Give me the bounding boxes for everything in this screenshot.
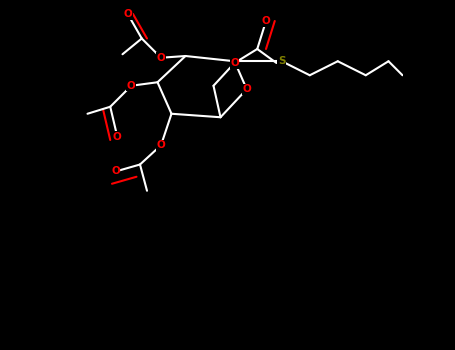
Text: O: O (127, 81, 136, 91)
Text: O: O (123, 9, 132, 19)
Text: O: O (243, 84, 251, 94)
Text: O: O (157, 140, 165, 150)
Text: O: O (111, 167, 120, 176)
Text: O: O (113, 132, 121, 141)
Text: O: O (230, 58, 239, 68)
Text: S: S (278, 56, 285, 66)
Text: O: O (157, 53, 165, 63)
Text: O: O (262, 16, 270, 26)
